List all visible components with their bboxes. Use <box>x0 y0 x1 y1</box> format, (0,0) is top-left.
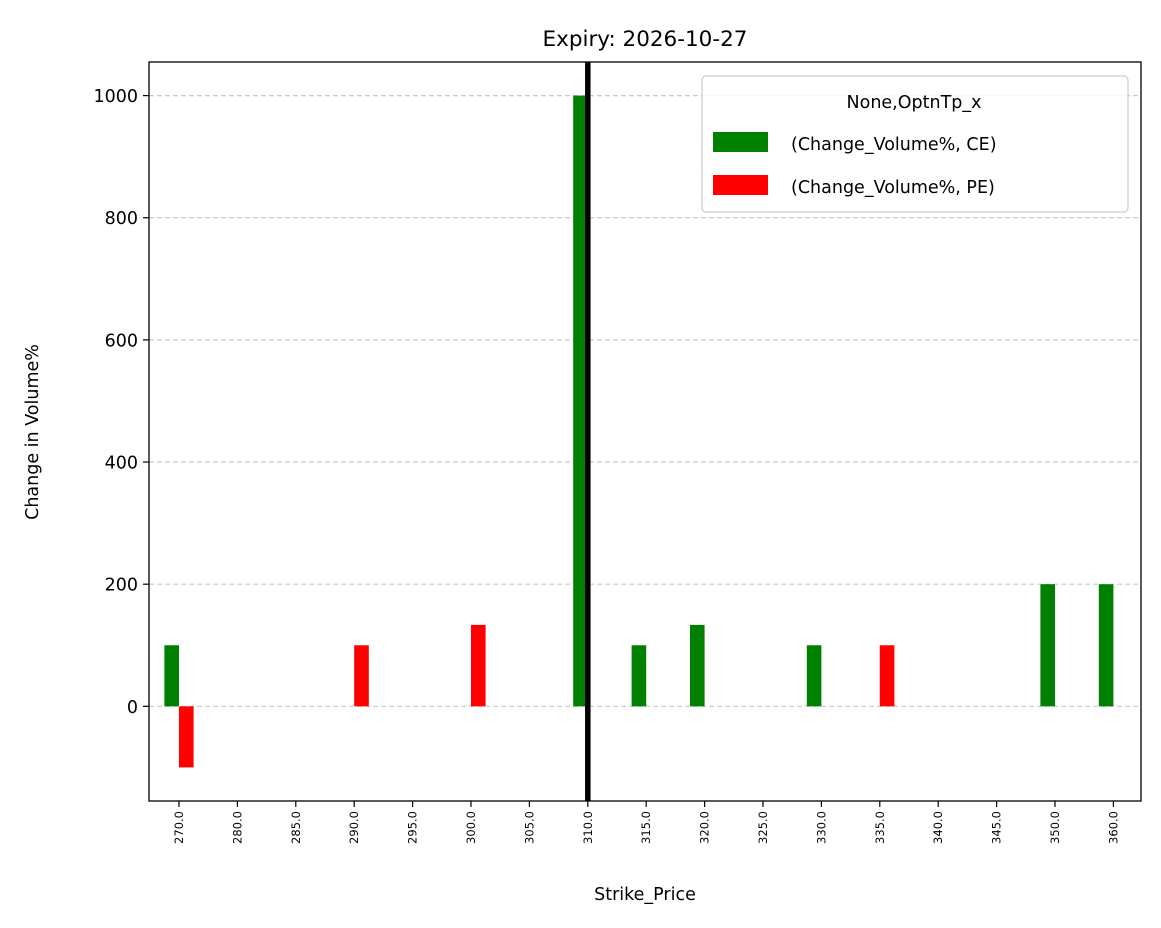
legend-swatch-pe <box>713 175 768 195</box>
chart-title: Expiry: 2026-10-27 <box>543 27 748 52</box>
bar-ce-315.0 <box>631 645 647 707</box>
x-tick-label: 320.0 <box>698 811 712 844</box>
x-tick-label: 315.0 <box>639 811 653 844</box>
y-tick-label: 400 <box>105 454 138 474</box>
bar-pe-335.0 <box>879 645 895 707</box>
x-tick-label: 340.0 <box>931 811 945 844</box>
x-tick-label: 295.0 <box>406 811 420 844</box>
bar-ce-320.0 <box>690 624 705 707</box>
bar-pe-290.0 <box>354 645 369 707</box>
bar-pe-300.0 <box>471 624 486 707</box>
bar-pe-270.0 <box>179 706 194 768</box>
plot-frame <box>148 61 1142 802</box>
bar-ce-270.0 <box>164 645 179 707</box>
y-tick-label: 0 <box>127 698 138 718</box>
x-tick-label: 280.0 <box>230 811 244 844</box>
legend-title: None,OptnTp_x <box>847 93 982 113</box>
y-axis: 0 200 400 600 800 1000 <box>93 87 149 718</box>
x-tick-label: 310.0 <box>581 811 595 844</box>
x-tick-label: 360.0 <box>1106 811 1120 844</box>
x-tick-label: 300.0 <box>464 811 478 844</box>
y-tick-label: 600 <box>105 331 138 351</box>
x-tick-label: 345.0 <box>990 811 1004 844</box>
legend-swatch-ce <box>713 132 768 152</box>
x-tick-label: 325.0 <box>756 811 770 844</box>
x-tick-label: 305.0 <box>522 811 536 844</box>
x-tick-label: 285.0 <box>289 811 303 844</box>
legend-label-pe: (Change_Volume%, PE) <box>791 178 995 198</box>
x-axis: 270.0 280.0 285.0 290.0 295.0 300.0 305.0 310.0… <box>172 801 1120 844</box>
bar-ce-310.0 <box>573 95 588 707</box>
y-tick-label: 200 <box>105 576 138 596</box>
legend: None,OptnTp_x (Change_Volume%, CE) (Chan… <box>701 75 1129 213</box>
x-tick-label: 330.0 <box>814 811 828 844</box>
x-tick-label: 335.0 <box>873 811 887 844</box>
x-tick-label: 270.0 <box>172 811 186 844</box>
x-tick-label: 350.0 <box>1048 811 1062 844</box>
bars <box>164 95 1114 768</box>
x-axis-label: Strike_Price <box>594 885 696 905</box>
x-tick-label: 290.0 <box>347 811 361 844</box>
y-tick-label: 800 <box>105 209 138 229</box>
y-axis-label: Change in Volume% <box>23 344 43 520</box>
bar-ce-350.0 <box>1040 584 1055 707</box>
bar-ce-330.0 <box>806 645 822 707</box>
y-tick-label: 1000 <box>93 87 138 107</box>
legend-box <box>701 75 1129 213</box>
bar-ce-360.0 <box>1098 584 1114 707</box>
legend-label-ce: (Change_Volume%, CE) <box>791 135 997 155</box>
